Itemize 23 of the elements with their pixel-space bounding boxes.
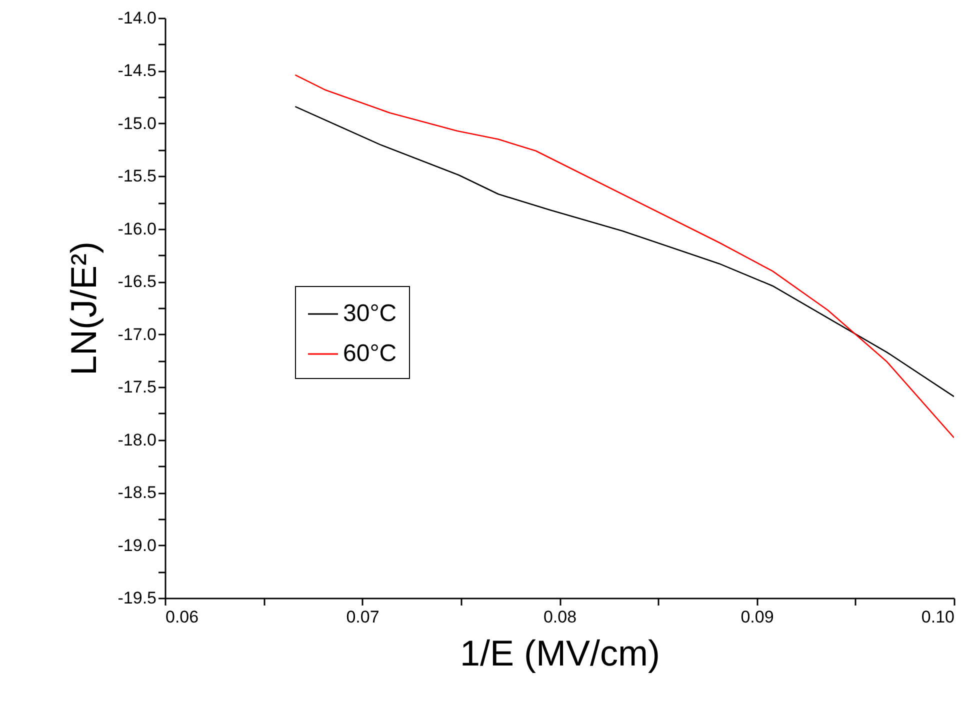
legend-label: 30°C xyxy=(343,300,397,327)
line-series xyxy=(294,106,954,398)
legend-label: 60°C xyxy=(343,340,397,367)
y-tick-label: -15.0 xyxy=(118,114,156,133)
y-axis-title: LN(J/E²) xyxy=(62,242,104,376)
y-tick-label: -17.5 xyxy=(118,378,156,397)
y-tick-label: -14.0 xyxy=(118,8,156,28)
y-tick-label: -16.0 xyxy=(118,219,156,238)
line-series xyxy=(294,74,954,438)
x-axis-title: 1/E (MV/cm) xyxy=(460,632,660,674)
y-tick-label: -19.0 xyxy=(118,536,156,555)
x-tick-label: 0.10 xyxy=(921,608,954,626)
x-tick-label: 0.09 xyxy=(740,608,774,626)
x-tick-label: 0.07 xyxy=(346,608,380,626)
y-tick-label: -18.5 xyxy=(118,483,156,502)
y-tick-label: -17.0 xyxy=(118,324,156,344)
y-tick-label: -14.5 xyxy=(118,61,156,80)
y-tick-label: -19.5 xyxy=(118,588,156,608)
x-tick-label: 0.06 xyxy=(166,608,199,626)
y-tick-label: -18.0 xyxy=(118,430,156,450)
x-tick-label: 0.08 xyxy=(543,608,577,626)
y-tick-label: -16.5 xyxy=(118,272,156,292)
y-tick-label: -15.5 xyxy=(118,166,156,186)
